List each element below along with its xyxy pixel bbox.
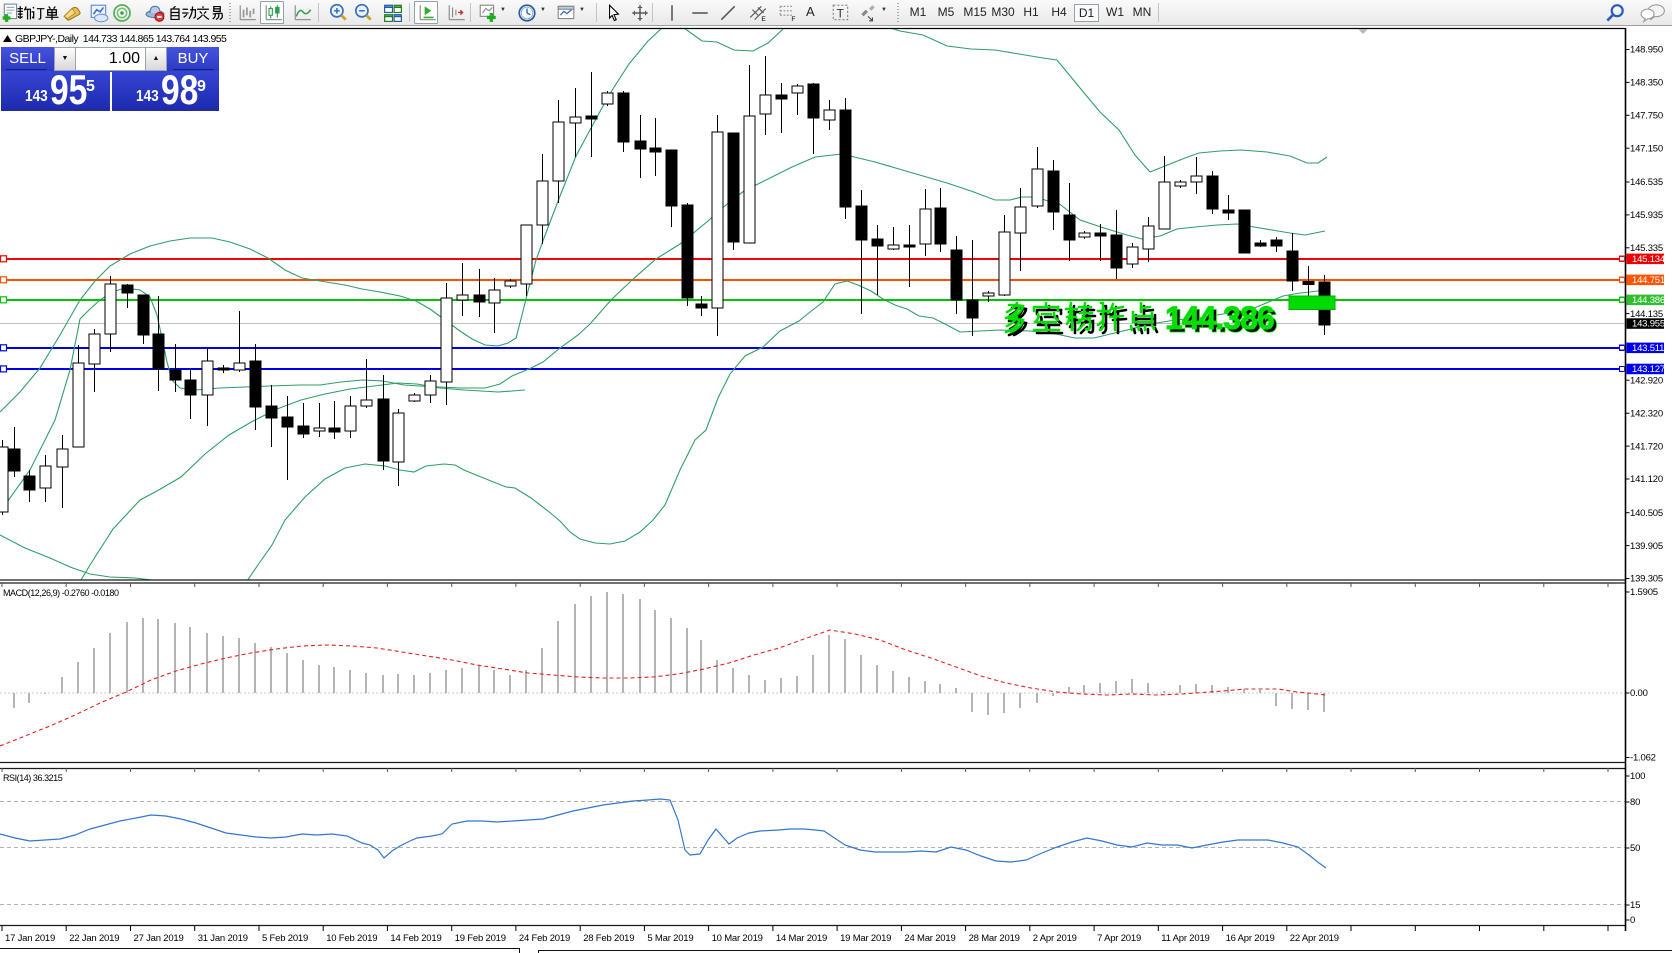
svg-text:16 Apr 2019: 16 Apr 2019 (1226, 933, 1275, 944)
svg-text:10 Feb 2019: 10 Feb 2019 (326, 933, 377, 944)
svg-text:14 Mar 2019: 14 Mar 2019 (776, 933, 827, 944)
svg-text:139.305: 139.305 (1630, 574, 1663, 585)
svg-text:142.920: 142.920 (1630, 375, 1663, 386)
svg-text:144.386: 144.386 (1165, 300, 1274, 336)
svg-text:143.127: 143.127 (1632, 364, 1665, 375)
svg-text:19 Mar 2019: 19 Mar 2019 (840, 933, 891, 944)
svg-text:145.134: 145.134 (1632, 254, 1665, 265)
svg-text:5 Feb 2019: 5 Feb 2019 (262, 933, 308, 944)
svg-text:1.5905: 1.5905 (1630, 587, 1658, 598)
svg-text:0: 0 (1630, 915, 1635, 926)
svg-text:147.750: 147.750 (1630, 111, 1663, 122)
svg-text:143.511: 143.511 (1632, 343, 1664, 354)
svg-text:146.535: 146.535 (1630, 177, 1663, 188)
svg-text:11 Apr 2019: 11 Apr 2019 (1161, 933, 1209, 944)
svg-text:5 Mar 2019: 5 Mar 2019 (647, 933, 693, 944)
svg-text:147.150: 147.150 (1630, 143, 1663, 154)
svg-text:24 Feb 2019: 24 Feb 2019 (519, 933, 570, 944)
svg-text:100: 100 (1630, 771, 1645, 782)
svg-text:14 Feb 2019: 14 Feb 2019 (390, 933, 441, 944)
svg-text:143.955: 143.955 (1632, 319, 1665, 330)
svg-text:24 Mar 2019: 24 Mar 2019 (904, 933, 955, 944)
svg-text:E: E (761, 16, 766, 23)
svg-text:141.120: 141.120 (1630, 474, 1663, 485)
svg-text:141.720: 141.720 (1630, 441, 1663, 452)
svg-text:T: T (837, 6, 845, 20)
svg-text:145.935: 145.935 (1630, 210, 1663, 221)
svg-text:19 Feb 2019: 19 Feb 2019 (455, 933, 506, 944)
svg-text:144.135: 144.135 (1630, 309, 1663, 320)
svg-text:0.00: 0.00 (1630, 688, 1648, 699)
svg-text:17 Jan 2019: 17 Jan 2019 (5, 933, 55, 944)
svg-text:F: F (791, 16, 795, 23)
svg-text:139.905: 139.905 (1630, 541, 1663, 552)
svg-text:50: 50 (1630, 843, 1640, 854)
svg-text:-1.062: -1.062 (1630, 753, 1656, 764)
svg-text:144.386: 144.386 (1632, 295, 1665, 306)
svg-text:22 Jan 2019: 22 Jan 2019 (69, 933, 119, 944)
svg-text:GBPJPY-,Daily 144.733 144.865: GBPJPY-,Daily 144.733 144.865 143.764 14… (15, 33, 227, 45)
svg-text:148.950: 148.950 (1630, 45, 1663, 56)
svg-text:28 Mar 2019: 28 Mar 2019 (969, 933, 1020, 944)
svg-text:80: 80 (1630, 797, 1640, 808)
svg-text:15: 15 (1630, 900, 1640, 911)
svg-text:31 Jan 2019: 31 Jan 2019 (198, 933, 248, 944)
svg-text:10 Mar 2019: 10 Mar 2019 (712, 933, 763, 944)
svg-text:22 Apr 2019: 22 Apr 2019 (1290, 933, 1339, 944)
svg-text:MACD(12,26,9) -0.2760 -0.0180: MACD(12,26,9) -0.2760 -0.0180 (3, 588, 119, 598)
svg-text:27 Jan 2019: 27 Jan 2019 (134, 933, 184, 944)
svg-text:140.505: 140.505 (1630, 508, 1663, 519)
svg-text:144.751: 144.751 (1632, 275, 1665, 286)
svg-text:28 Feb 2019: 28 Feb 2019 (583, 933, 634, 944)
svg-text:145.335: 145.335 (1630, 243, 1663, 254)
svg-text:142.320: 142.320 (1630, 408, 1663, 419)
svg-text:7 Apr 2019: 7 Apr 2019 (1097, 933, 1141, 944)
svg-text:144.386: 144.386 (1168, 303, 1277, 339)
svg-text:RSI(14) 36.3215: RSI(14) 36.3215 (3, 773, 63, 783)
svg-text:2 Apr 2019: 2 Apr 2019 (1033, 933, 1077, 944)
svg-text:148.350: 148.350 (1630, 78, 1663, 89)
